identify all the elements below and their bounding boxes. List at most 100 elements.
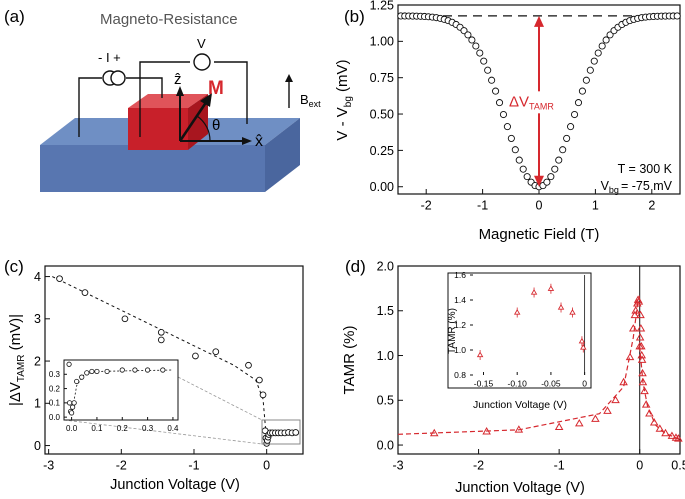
plot-b-temperature: T = 300 K [618, 162, 673, 176]
plot-b-point [499, 110, 508, 119]
plot-b-ytick-label: 0.00 [370, 180, 394, 194]
panel-a-label: (a) [4, 7, 25, 26]
circuit-wires [78, 61, 248, 137]
plot-d-xtick-label: 0.5 [671, 459, 685, 473]
plot-c-inset-point [74, 378, 80, 385]
plot-c-inset-point [89, 368, 95, 375]
plot-c-point [157, 328, 165, 336]
panel-b: (b) -2 -1 0 1 2 0.00 0.25 0.50 0.75 1.00 1.25 ΔVTA… [334, 0, 681, 243]
plot-d-inset-xtick-label: -0.10 [508, 379, 528, 389]
plot-c-point [259, 391, 267, 399]
plot-c-inset-point [119, 367, 125, 373]
plot-b-point [480, 57, 488, 65]
plot-d-point [635, 333, 645, 341]
panel-a: (a) Magneto-Resistance - I + V ẑ [4, 7, 321, 192]
plot-b-point [495, 99, 504, 107]
plot-b-point [555, 156, 563, 164]
plot-b-xtick-label: -2 [421, 199, 432, 213]
plot-d-point [636, 310, 645, 319]
plot-b-point [559, 146, 567, 154]
plot-d-point [619, 377, 628, 386]
plot-c-inset-point [132, 367, 138, 373]
plot-d-xtick-label: 0 [636, 459, 643, 473]
plot-c-inset-point [70, 404, 76, 410]
plot-d-inset-point [513, 308, 521, 315]
plot-c-inset-xtick-label: 0.3 [142, 424, 154, 433]
plot-b-point [547, 173, 555, 181]
plot-d-inset-point [476, 351, 484, 358]
plot-b-xtick-label: 2 [648, 199, 655, 213]
panel-d-label: (d) [345, 257, 366, 276]
plot-c-inset-point [79, 374, 85, 380]
plot-c-point [192, 352, 199, 360]
plot-c-ylabel: |ΔVTAMR (mV)| [7, 314, 27, 406]
plot-d-ytick-label: 0.0 [377, 438, 394, 452]
plot-c-inset-point [66, 400, 73, 406]
plot-d-xlabel: Junction Voltage (V) [455, 480, 585, 496]
plot-d-point [645, 409, 654, 417]
plot-d-point [631, 306, 640, 314]
plot-d-points [429, 295, 683, 442]
plot-d-inset-frame [447, 272, 592, 389]
plot-b-ylabel: V - Vbg (mV) [334, 59, 354, 140]
plot-b-ytick-label: 0.50 [370, 107, 394, 121]
plot-d-point [640, 386, 649, 395]
plot-b-point [511, 146, 519, 154]
plot-c-inset-ytick-label: 0.1 [49, 399, 61, 408]
plot-d-ytick-label: 2.0 [377, 259, 394, 273]
plot-c-point [157, 336, 165, 344]
plot-b-point [523, 173, 531, 181]
plot-d-frame [397, 265, 681, 455]
plot-d-ytick-label: 1.0 [377, 349, 394, 363]
plot-d-inset-xtick-label: -0.05 [541, 379, 561, 389]
field-label: Bext [300, 92, 321, 109]
plot-d-point [655, 424, 665, 432]
plot-b-point [476, 49, 484, 57]
plot-c-ytick-label: 2 [34, 354, 41, 368]
plot-d-ylabel: TAMR (%) [341, 326, 358, 395]
plot-c-zoom-connector-top [177, 376, 263, 421]
plot-c-zoom-box [261, 419, 301, 445]
plot-b-point [594, 49, 602, 57]
plot-c-inset-xtick-label: 0.0 [66, 424, 78, 433]
plot-d-point [633, 298, 642, 307]
plot-d-point [625, 352, 635, 361]
plot-c-xtick-label: 0 [263, 459, 270, 473]
plot-d-inset-xtick-label: 0 [582, 379, 587, 389]
z-axis-arrow [176, 86, 184, 141]
plot-c-inset-point [84, 370, 90, 376]
plot-c-point [212, 348, 220, 356]
plot-b-point [590, 57, 598, 65]
plot-b-ytick-label: 0.25 [370, 144, 394, 158]
plot-c-point [56, 275, 63, 283]
plot-d-point [637, 341, 646, 350]
plot-b-point [468, 36, 476, 44]
angle-arc [196, 115, 211, 142]
plot-b-point [563, 134, 571, 142]
plot-c-ytick-label: 1 [34, 397, 41, 411]
plot-c-point [81, 289, 89, 296]
plot-d-point [636, 324, 646, 332]
plot-c-inset-point [145, 367, 151, 373]
plot-d-xtick-label: -2 [473, 459, 484, 473]
plot-c-inset-point [104, 368, 110, 375]
voltmeter-icon [193, 53, 211, 71]
plot-d-ytick-label: 1.5 [377, 304, 394, 318]
plot-b-point [515, 156, 523, 164]
plot-b-xlabel: Magnetic Field (T) [479, 226, 600, 243]
plot-d-point [482, 427, 491, 435]
plot-d-point [575, 418, 584, 427]
plot-c-point [292, 429, 300, 436]
plot-d-inset-points [476, 283, 587, 360]
plot-d-ytick-label: 0.5 [377, 394, 394, 408]
plot-c-inset-xtick-label: 0.2 [117, 424, 129, 433]
plot-b-xtick-label: 0 [536, 199, 543, 213]
plot-b-point [492, 87, 500, 95]
plot-b-ytick-label: 1.00 [370, 35, 394, 49]
plot-d-inset-ticks: -0.15 -0.10 -0.05 0 0.8 1.0 1.2 1.4 1.6 [454, 270, 587, 389]
schematic-title: Magneto-Resistance [100, 11, 238, 28]
plot-b-point [507, 134, 515, 142]
plot-d-inset-point [569, 308, 576, 315]
